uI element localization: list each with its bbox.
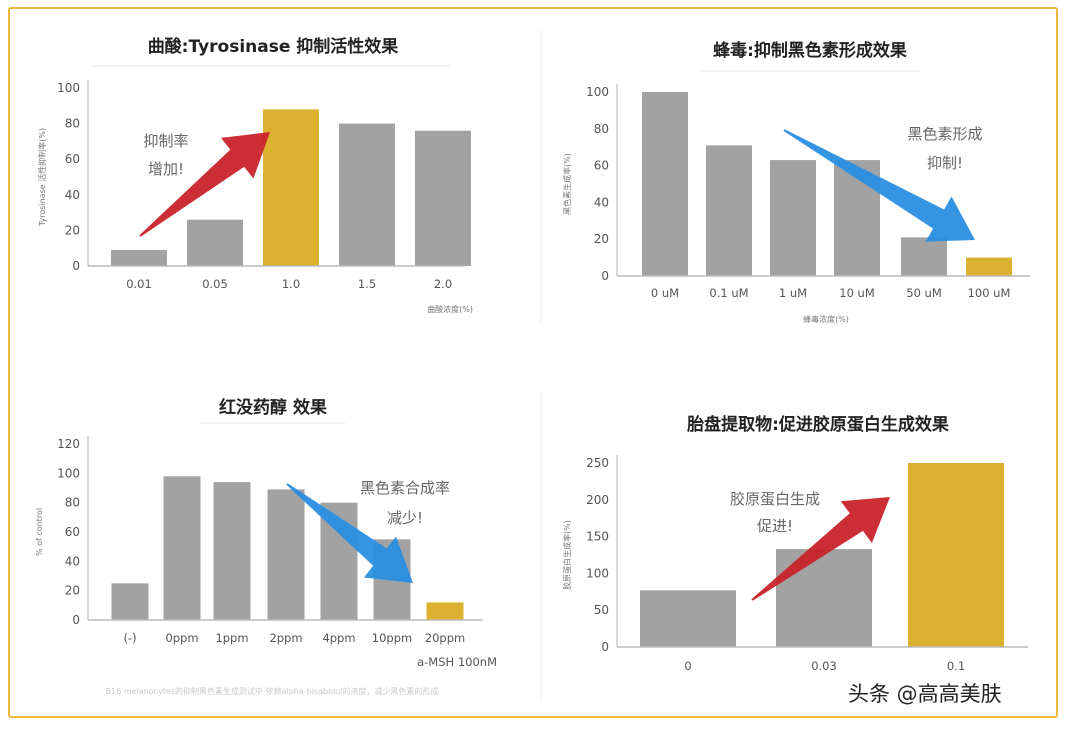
watermark: 头条 @高高美肤 (848, 682, 1002, 706)
annotation-text: 减少! (387, 509, 423, 527)
y-tick-label: 50 (594, 603, 609, 617)
bar-2.0 (415, 130, 471, 266)
annotation-text: 增加! (148, 160, 184, 178)
bar-50 uM (901, 237, 947, 276)
x-tick-label: 2ppm (269, 631, 302, 645)
bar-0ppm (163, 476, 201, 620)
y-tick-label: 200 (586, 493, 609, 507)
bar-100 uM (966, 257, 1012, 276)
y-tick-label: 100 (586, 85, 609, 99)
chart-title: 曲酸:Tyrosinase 抑制活性效果 (148, 36, 399, 57)
y-axis-label: 黑色素生成率(%) (562, 153, 572, 215)
bar-(-) (111, 583, 149, 620)
y-tick-label: 60 (65, 152, 80, 166)
annotation-text: 抑制率 (143, 132, 188, 150)
x-tick-label: 0.1 (947, 659, 965, 673)
bar-20ppm (426, 602, 464, 620)
y-tick-label: 250 (586, 456, 609, 470)
chart-title: 胎盘提取物:促进胶原蛋白生成效果 (687, 414, 949, 435)
bar-0.05 (187, 219, 243, 266)
y-tick-label: 0 (72, 613, 80, 627)
annotation-text: 促进! (757, 517, 793, 535)
y-tick-label: 60 (594, 159, 609, 173)
x-tick-label: 100 uM (968, 286, 1011, 300)
bar-2ppm (267, 489, 305, 620)
trend-arrow-0 (139, 132, 270, 237)
y-tick-label: 100 (57, 466, 80, 480)
x-tick-label: (-) (123, 631, 136, 645)
bar-0.01 (111, 249, 167, 266)
y-tick-label: 60 (65, 525, 80, 539)
x-tick-label: 0ppm (165, 631, 198, 645)
x-tick-label: 10ppm (372, 631, 412, 645)
y-tick-label: 20 (594, 232, 609, 246)
y-tick-label: 20 (65, 223, 80, 237)
x-tick-label: 0 uM (651, 286, 679, 300)
y-axis-label: Tyrosinase 活性抑制率(%) (37, 128, 47, 227)
bar-0.03 (776, 549, 872, 647)
x-tick-label: 0.05 (202, 277, 228, 291)
y-axis-label: 胶原蛋白生成率(%) (562, 520, 572, 590)
x-tick-label: 0.03 (811, 659, 837, 673)
x-tick-label: 20ppm (425, 631, 465, 645)
y-tick-label: 40 (594, 195, 609, 209)
y-tick-label: 20 (65, 584, 80, 598)
y-tick-label: 0 (72, 259, 80, 273)
y-tick-label: 80 (594, 122, 609, 136)
chart-title: 红没药醇 效果 (219, 397, 327, 418)
x-tick-label: 0.01 (126, 277, 152, 291)
chart-title: 蜂毒:抑制黑色素形成效果 (713, 40, 907, 61)
y-tick-label: 0 (601, 640, 609, 654)
annotation-text: 黑色素合成率 (360, 479, 450, 497)
y-tick-label: 100 (586, 566, 609, 580)
x-tick-label: 10 uM (839, 286, 875, 300)
bar-1.0 (263, 109, 319, 266)
y-tick-label: 80 (65, 117, 80, 131)
y-tick-label: 150 (586, 530, 609, 544)
x-tick-label: 0 (684, 659, 691, 673)
x-tick-label: 2.0 (434, 277, 452, 291)
trend-arrow-2 (286, 483, 413, 583)
x-axis-label: 曲酸浓度(%) (427, 304, 473, 314)
x-axis-label: 蜂毒浓度(%) (803, 314, 849, 324)
annotation-text: 黑色素形成 (907, 125, 982, 143)
footnote: B16 melanocytes的抑制黑色素生成测试中 依赖alpha-bisab… (106, 686, 439, 696)
bar-0.1 (908, 463, 1004, 647)
annotation-text: 抑制! (927, 154, 963, 172)
bar-1ppm (213, 482, 251, 620)
y-tick-label: 120 (57, 437, 80, 451)
x-tick-label: 1.0 (282, 277, 300, 291)
x-tick-label: 50 uM (906, 286, 942, 300)
bar-0 uM (642, 92, 688, 276)
y-tick-label: 100 (57, 81, 80, 95)
y-tick-label: 40 (65, 554, 80, 568)
trend-arrow-3 (751, 497, 890, 601)
outer-frame (8, 7, 1058, 718)
trend-arrow-1 (783, 129, 975, 242)
bar-0 (640, 590, 736, 647)
x-tick-label: 1 uM (779, 286, 807, 300)
x-axis-label: a-MSH 100nM (417, 655, 497, 669)
y-tick-label: 0 (601, 269, 609, 283)
x-tick-label: 1.5 (358, 277, 376, 291)
x-tick-label: 0.1 uM (709, 286, 748, 300)
y-tick-label: 40 (65, 188, 80, 202)
annotation-text: 胶原蛋白生成 (730, 490, 820, 508)
x-tick-label: 1ppm (215, 631, 248, 645)
y-tick-label: 80 (65, 496, 80, 510)
bar-1.5 (339, 123, 395, 266)
bar-1 uM (770, 160, 816, 276)
x-tick-label: 4ppm (322, 631, 355, 645)
bar-0.1 uM (706, 145, 752, 276)
y-axis-label: % of control (35, 508, 44, 556)
